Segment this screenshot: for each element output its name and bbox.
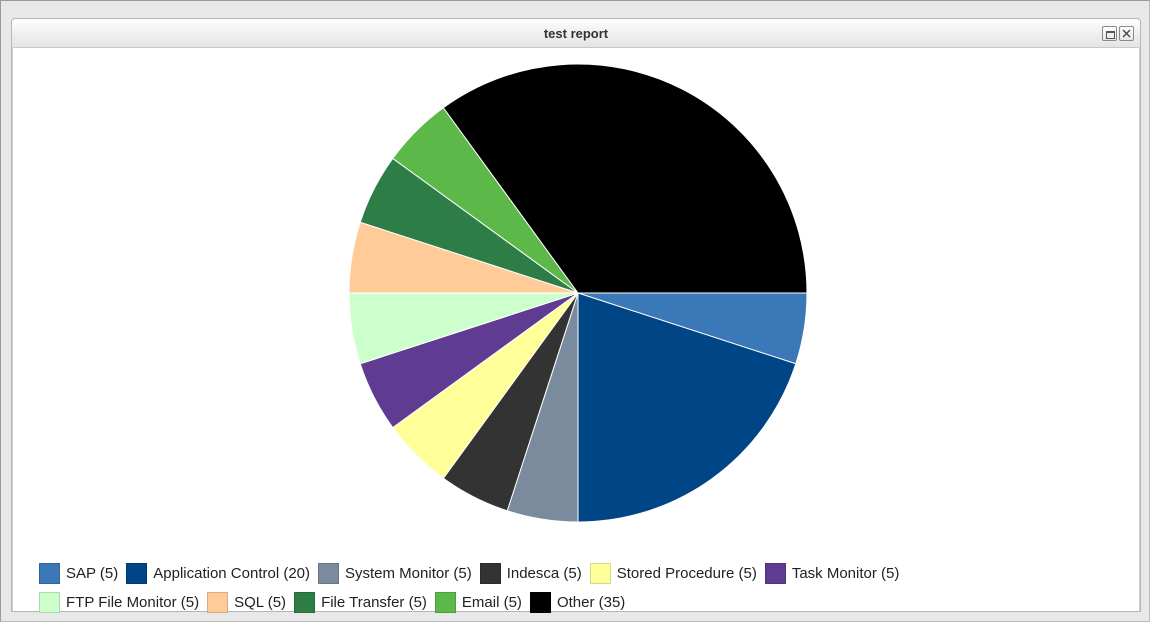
legend-item[interactable]: Indesca (5) [479,563,582,584]
legend-label: Task Monitor (5) [791,565,900,582]
legend-item[interactable]: Application Control (20) [126,563,310,584]
panel-titlebar: test report [12,19,1140,48]
pie-slice-1[interactable] [577,292,797,523]
legend-label: Application Control (20) [153,565,310,582]
legend-item[interactable]: SQL (5) [207,592,286,613]
legend-label: Indesca (5) [506,565,582,582]
legend-label: File Transfer (5) [321,594,427,611]
legend-swatch [126,563,148,584]
legend-item[interactable]: Stored Procedure (5) [589,563,757,584]
legend-label: Email (5) [461,594,522,611]
chart-legend: SAP (5) Application Control (20) System Mo… [39,559,1129,617]
legend-swatch [434,592,456,613]
pie-chart [348,63,808,523]
legend-swatch [529,592,551,613]
chart-area: SAP (5) Application Control (20) System Mo… [12,47,1140,613]
legend-swatch [764,563,786,584]
legend-label: System Monitor (5) [345,565,472,582]
legend-item[interactable]: Other (35) [529,592,626,613]
legend-row: FTP File Monitor (5) SQL (5) File Transfer… [39,588,1129,617]
pie-slice-10[interactable] [442,63,808,294]
legend-item[interactable]: System Monitor (5) [318,563,472,584]
maximize-button[interactable] [1102,26,1117,41]
legend-swatch [589,563,611,584]
legend-swatch [479,563,501,584]
legend-label: Other (35) [556,594,626,611]
legend-row: SAP (5) Application Control (20) System Mo… [39,559,1129,588]
legend-swatch [39,592,60,613]
legend-label: FTP File Monitor (5) [66,594,200,611]
report-panel: test report SAP (5) Application Control (… [11,18,1141,613]
legend-swatch [294,592,316,613]
legend-swatch [39,563,60,584]
legend-item[interactable]: File Transfer (5) [294,592,427,613]
legend-swatch [318,563,339,584]
legend-label: SQL (5) [234,594,287,611]
legend-item[interactable]: Task Monitor (5) [764,563,900,584]
legend-swatch [207,592,229,613]
legend-item[interactable]: FTP File Monitor (5) [39,592,199,613]
legend-item[interactable]: SAP (5) [39,563,118,584]
legend-label: SAP (5) [66,565,119,582]
panel-title: test report [543,26,609,41]
close-icon [1122,29,1131,38]
legend-item[interactable]: Email (5) [434,592,522,613]
legend-label: Stored Procedure (5) [616,565,757,582]
close-button[interactable] [1119,26,1134,41]
